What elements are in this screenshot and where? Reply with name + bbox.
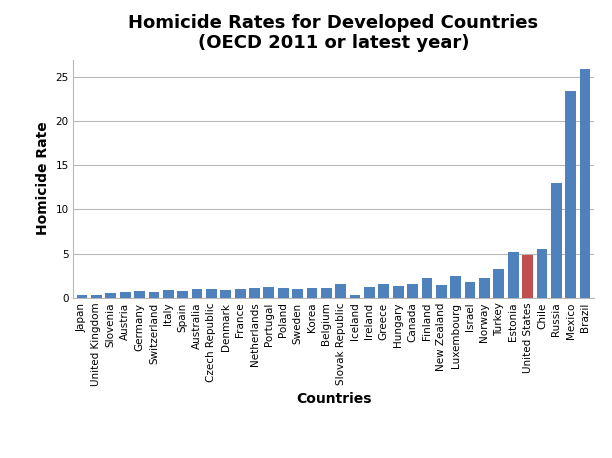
Bar — [278, 288, 289, 298]
Bar — [450, 276, 461, 298]
Bar — [321, 288, 332, 298]
Bar — [565, 91, 576, 298]
Bar — [508, 252, 518, 298]
Bar — [335, 284, 346, 298]
Bar — [249, 288, 260, 298]
Bar — [393, 286, 403, 298]
Title: Homicide Rates for Developed Countries
(OECD 2011 or latest year): Homicide Rates for Developed Countries (… — [129, 14, 539, 52]
Bar — [479, 278, 490, 298]
Bar — [465, 282, 476, 298]
Bar — [91, 295, 102, 298]
Bar — [292, 289, 303, 298]
Bar — [436, 285, 447, 298]
Bar — [522, 256, 533, 298]
Bar — [364, 287, 375, 298]
Bar — [149, 292, 159, 298]
Bar — [349, 295, 360, 298]
Bar — [105, 293, 116, 298]
Bar — [264, 287, 274, 298]
Y-axis label: Homicide Rate: Homicide Rate — [35, 122, 50, 235]
Bar — [220, 290, 231, 298]
Bar — [537, 249, 547, 298]
Bar — [134, 291, 145, 298]
Bar — [551, 183, 562, 298]
Bar — [580, 69, 591, 298]
X-axis label: Countries: Countries — [296, 392, 371, 406]
Bar — [206, 289, 217, 298]
Bar — [192, 289, 203, 298]
Bar — [235, 289, 245, 298]
Bar — [422, 278, 432, 298]
Bar — [378, 284, 389, 298]
Bar — [493, 268, 504, 298]
Bar — [177, 291, 188, 298]
Bar — [407, 284, 418, 298]
Bar — [120, 292, 130, 298]
Bar — [307, 288, 318, 298]
Bar — [163, 290, 174, 298]
Bar — [76, 295, 88, 298]
